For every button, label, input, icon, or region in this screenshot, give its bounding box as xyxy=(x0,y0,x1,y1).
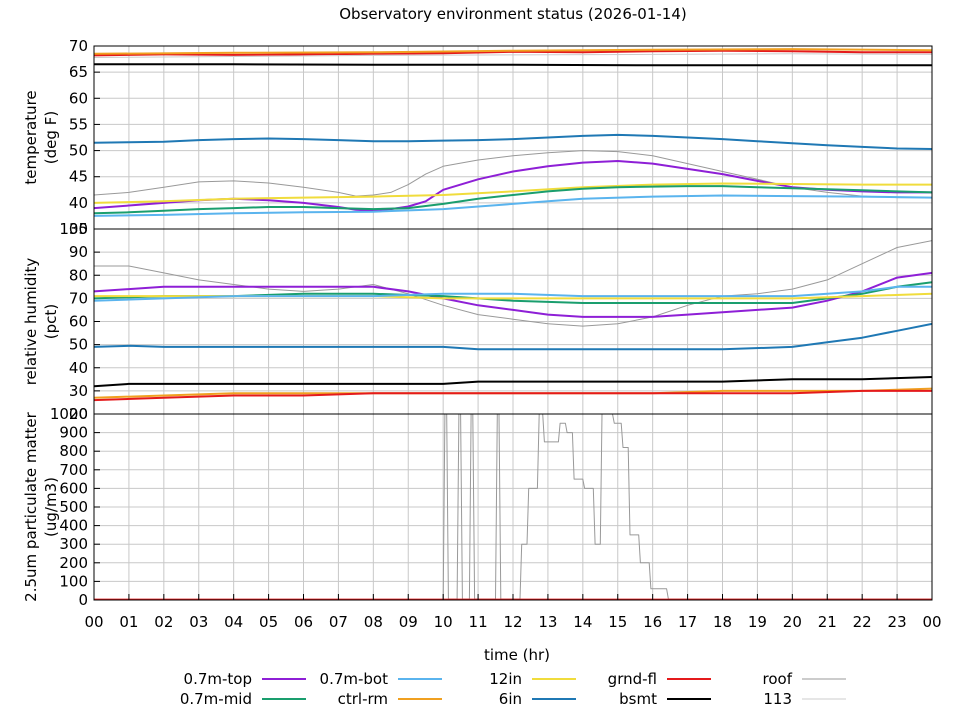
temperature-y-axis-label: temperature xyxy=(22,90,40,184)
x-tick-label: 08 xyxy=(364,613,383,631)
x-tick-label: 12 xyxy=(503,613,522,631)
y-tick-label: 700 xyxy=(59,461,88,479)
x-tick-label: 07 xyxy=(329,613,348,631)
y-tick-label: 45 xyxy=(69,168,88,186)
y-tick-label: 90 xyxy=(69,243,88,261)
temperature-series-6in xyxy=(94,133,932,150)
temperature-series-113 xyxy=(94,53,932,58)
y-tick-label: 70 xyxy=(69,37,88,55)
x-tick-label: 13 xyxy=(538,613,557,631)
x-tick-label: 05 xyxy=(259,613,278,631)
y-tick-label: 40 xyxy=(69,194,88,212)
humidity-y-axis-label: relative humidity xyxy=(22,258,40,386)
temperature-series-0.7m-mid xyxy=(94,185,932,215)
temperature-series-12in xyxy=(94,182,932,204)
humidity-series-roof xyxy=(94,240,932,327)
legend-label: 0.7m-mid xyxy=(180,690,252,708)
legend-label: 0.7m-top xyxy=(184,670,252,688)
x-tick-label: 00 xyxy=(84,613,103,631)
pm25-y-axis-label: (ug/m3) xyxy=(42,477,60,537)
x-tick-label: 06 xyxy=(294,613,313,631)
x-tick-label: 15 xyxy=(608,613,627,631)
x-tick-label: 23 xyxy=(888,613,907,631)
y-tick-label: 70 xyxy=(69,289,88,307)
humidity-series xyxy=(94,240,932,402)
temperature-series-bsmt xyxy=(94,63,932,67)
x-tick-label: 18 xyxy=(713,613,732,631)
legend-label: 113 xyxy=(763,690,792,708)
temperature-series-0.7m-bot xyxy=(94,194,932,217)
legend-label: roof xyxy=(763,670,793,688)
x-tick-label: 09 xyxy=(399,613,418,631)
x-tick-label: 19 xyxy=(748,613,767,631)
temperature-series xyxy=(94,48,932,217)
x-axis: 00 01 02 03 04 05 06 07 08 09 10 11 12 13 14 15 16 17 18 19… xyxy=(84,594,942,631)
x-tick-label: 17 xyxy=(678,613,697,631)
x-tick-label: 00 xyxy=(922,613,941,631)
y-tick-label: 50 xyxy=(69,142,88,160)
humidity-series-0.7m-bot xyxy=(94,285,932,302)
x-tick-label: 11 xyxy=(469,613,488,631)
x-tick-label: 14 xyxy=(573,613,592,631)
y-tick-label: 100 xyxy=(59,220,88,238)
temperature-series-ctrlrm xyxy=(94,48,932,55)
humidity-series-6in xyxy=(94,322,932,351)
legend-label: 12in xyxy=(489,670,522,688)
x-axis-label: time (hr) xyxy=(484,646,550,664)
legend-label: 6in xyxy=(499,690,522,708)
humidity-series-0.7m-top xyxy=(94,271,932,318)
humidity-series-grndfl xyxy=(94,389,932,402)
y-tick-label: 80 xyxy=(69,266,88,284)
legend-label: bsmt xyxy=(619,690,657,708)
y-tick-label: 200 xyxy=(59,554,88,572)
x-tick-label: 16 xyxy=(643,613,662,631)
y-tick-label: 100 xyxy=(59,572,88,590)
y-tick-label: 800 xyxy=(59,442,88,460)
y-tick-label: 300 xyxy=(59,535,88,553)
y-tick-label: 65 xyxy=(69,63,88,81)
humidity-series-bsmt xyxy=(94,376,932,388)
y-tick-label: 900 xyxy=(59,424,88,442)
y-tick-label: 60 xyxy=(69,89,88,107)
pm25-y-axis-label: 2.5um particulate matter xyxy=(22,411,40,601)
y-tick-label: 55 xyxy=(69,115,88,133)
legend: 0.7m-top 0.7m-mid 0.7m-bot ctrl-rm 12in 6in gr… xyxy=(180,670,846,708)
y-tick-label: 0 xyxy=(78,591,88,609)
y-tick-label: 20 xyxy=(69,405,88,423)
legend-label: grnd-fl xyxy=(608,670,657,688)
y-tick-label: 600 xyxy=(59,479,88,497)
y-tick-label: 40 xyxy=(69,359,88,377)
y-tick-label: 1000 xyxy=(50,405,88,423)
plot-panels: 35 40 45 50 55 60 65 70 temperature (deg F) 20 30 40… xyxy=(22,37,933,609)
temperature-y-axis-label: (deg F) xyxy=(42,111,60,164)
y-tick-label: 50 xyxy=(69,336,88,354)
x-tick-label: 03 xyxy=(189,613,208,631)
y-tick-label: 400 xyxy=(59,517,88,535)
y-tick-label: 30 xyxy=(69,382,88,400)
x-tick-label: 21 xyxy=(818,613,837,631)
x-tick-label: 20 xyxy=(783,613,802,631)
panel-humidity: 20 30 40 50 60 70 80 90 100 relative humidity (pct… xyxy=(22,220,933,423)
legend-label: 0.7m-bot xyxy=(320,670,389,688)
temperature-series-grndfl xyxy=(94,49,932,57)
humidity-y-axis-label: (pct) xyxy=(42,304,60,339)
chart-title: Observatory environment status (2026-01-… xyxy=(339,5,687,23)
legend-label: ctrl-rm xyxy=(338,690,388,708)
x-tick-label: 04 xyxy=(224,613,243,631)
x-tick-label: 02 xyxy=(154,613,173,631)
y-tick-label: 500 xyxy=(59,498,88,516)
y-tick-label: 60 xyxy=(69,313,88,331)
panel-temperature: 35 40 45 50 55 60 65 70 temperature (deg F) xyxy=(22,37,933,238)
y-tick-label: 35 xyxy=(69,220,88,238)
x-tick-label: 10 xyxy=(434,613,453,631)
x-tick-label: 22 xyxy=(853,613,872,631)
x-tick-label: 01 xyxy=(119,613,138,631)
